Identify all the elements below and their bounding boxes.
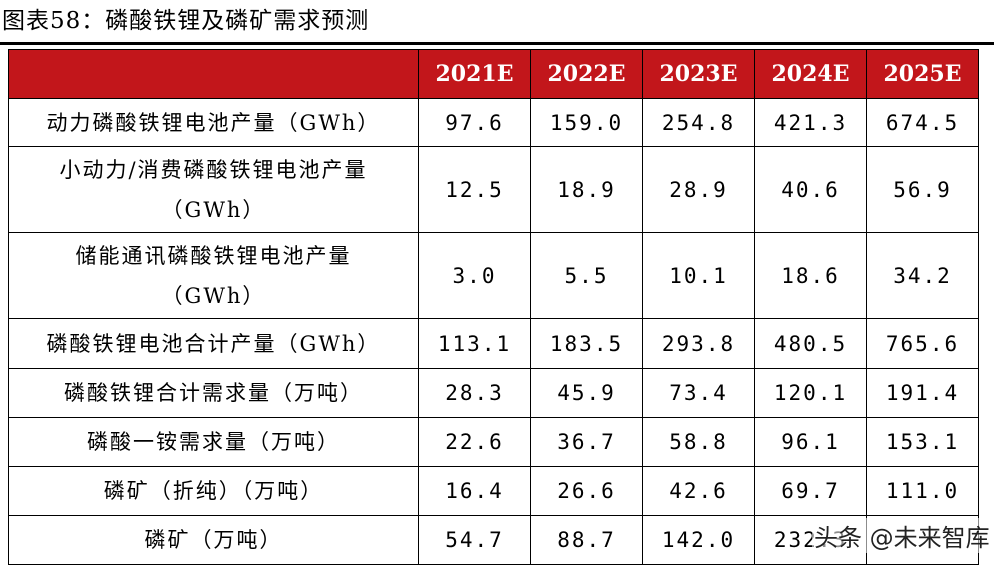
table-cell: 293.8 bbox=[642, 318, 755, 369]
source-watermark: 头条 @未来智库 bbox=[812, 518, 992, 553]
table-cell: 97.6 bbox=[418, 98, 531, 147]
table-cell: 45.9 bbox=[530, 368, 643, 418]
table-cell: 34.2 bbox=[866, 232, 979, 319]
table-cell: 120.1 bbox=[754, 368, 867, 418]
table-cell: 113.1 bbox=[418, 318, 531, 369]
table-cell: 111.0 bbox=[866, 466, 979, 516]
table-cell: 96.1 bbox=[754, 417, 867, 467]
table-cell: 40.6 bbox=[754, 146, 867, 233]
table-cell: 56.9 bbox=[866, 146, 979, 233]
figure-title: 图表58：磷酸铁锂及磷矿需求预测 bbox=[2, 8, 370, 34]
table-cell: 16.4 bbox=[418, 466, 531, 516]
table-cell: 674.5 bbox=[866, 98, 979, 147]
table-row: 磷酸一铵需求量（万吨） 22.6 36.7 58.8 96.1 153.1 bbox=[8, 417, 979, 467]
table-cell: 183.5 bbox=[530, 318, 643, 369]
table-cell: 28.3 bbox=[418, 368, 531, 418]
table-cell: 153.1 bbox=[866, 417, 979, 467]
row-label: 小动力/消费磷酸铁锂电池产量（GWh） bbox=[8, 146, 419, 233]
row-label: 磷酸铁锂电池合计产量（GWh） bbox=[8, 318, 419, 369]
table-cell: 142.0 bbox=[642, 515, 755, 565]
table-cell: 69.7 bbox=[754, 466, 867, 516]
row-label: 磷酸铁锂合计需求量（万吨） bbox=[8, 368, 419, 418]
demand-forecast-table: 2021E 2022E 2023E 2024E 2025E 动力磷酸铁锂电池产量… bbox=[8, 49, 979, 565]
table-cell: 26.6 bbox=[530, 466, 643, 516]
row-label: 储能通讯磷酸铁锂电池产量（GWh） bbox=[8, 232, 419, 319]
table-cell: 421.3 bbox=[754, 98, 867, 147]
row-label: 动力磷酸铁锂电池产量（GWh） bbox=[8, 98, 419, 147]
table-cell: 54.7 bbox=[418, 515, 531, 565]
table-row: 磷矿（折纯）（万吨） 16.4 26.6 42.6 69.7 111.0 bbox=[8, 466, 979, 516]
header-row: 2021E 2022E 2023E 2024E 2025E bbox=[8, 49, 979, 99]
table-cell: 254.8 bbox=[642, 98, 755, 147]
header-cell: 2022E bbox=[530, 49, 643, 99]
title-divider bbox=[0, 42, 994, 45]
header-cell: 2024E bbox=[754, 49, 867, 99]
table-cell: 12.5 bbox=[418, 146, 531, 233]
table-cell: 88.7 bbox=[530, 515, 643, 565]
table-cell: 191.4 bbox=[866, 368, 979, 418]
row-label: 磷矿（折纯）（万吨） bbox=[8, 466, 419, 516]
table-cell: 765.6 bbox=[866, 318, 979, 369]
table-cell: 480.5 bbox=[754, 318, 867, 369]
table-cell: 18.6 bbox=[754, 232, 867, 319]
table-row: 磷酸铁锂合计需求量（万吨） 28.3 45.9 73.4 120.1 191.4 bbox=[8, 368, 979, 418]
table-cell: 42.6 bbox=[642, 466, 755, 516]
table-cell: 5.5 bbox=[530, 232, 643, 319]
table-row: 小动力/消费磷酸铁锂电池产量（GWh） 12.5 18.9 28.9 40.6 … bbox=[8, 146, 979, 233]
table-cell: 58.8 bbox=[642, 417, 755, 467]
table-cell: 22.6 bbox=[418, 417, 531, 467]
table-cell: 3.0 bbox=[418, 232, 531, 319]
table-row: 动力磷酸铁锂电池产量（GWh） 97.6 159.0 254.8 421.3 6… bbox=[8, 98, 979, 147]
table-cell: 36.7 bbox=[530, 417, 643, 467]
table-cell: 73.4 bbox=[642, 368, 755, 418]
header-blank-cell bbox=[8, 49, 419, 99]
table-cell: 159.0 bbox=[530, 98, 643, 147]
table-row: 储能通讯磷酸铁锂电池产量（GWh） 3.0 5.5 10.1 18.6 34.2 bbox=[8, 232, 979, 319]
table-cell: 18.9 bbox=[530, 146, 643, 233]
row-label: 磷酸一铵需求量（万吨） bbox=[8, 417, 419, 467]
table-cell: 10.1 bbox=[642, 232, 755, 319]
table-cell: 28.9 bbox=[642, 146, 755, 233]
header-cell: 2025E bbox=[866, 49, 979, 99]
header-cell: 2023E bbox=[642, 49, 755, 99]
header-cell: 2021E bbox=[418, 49, 531, 99]
row-label: 磷矿（万吨） bbox=[8, 515, 419, 565]
table-row: 磷酸铁锂电池合计产量（GWh） 113.1 183.5 293.8 480.5 … bbox=[8, 318, 979, 369]
